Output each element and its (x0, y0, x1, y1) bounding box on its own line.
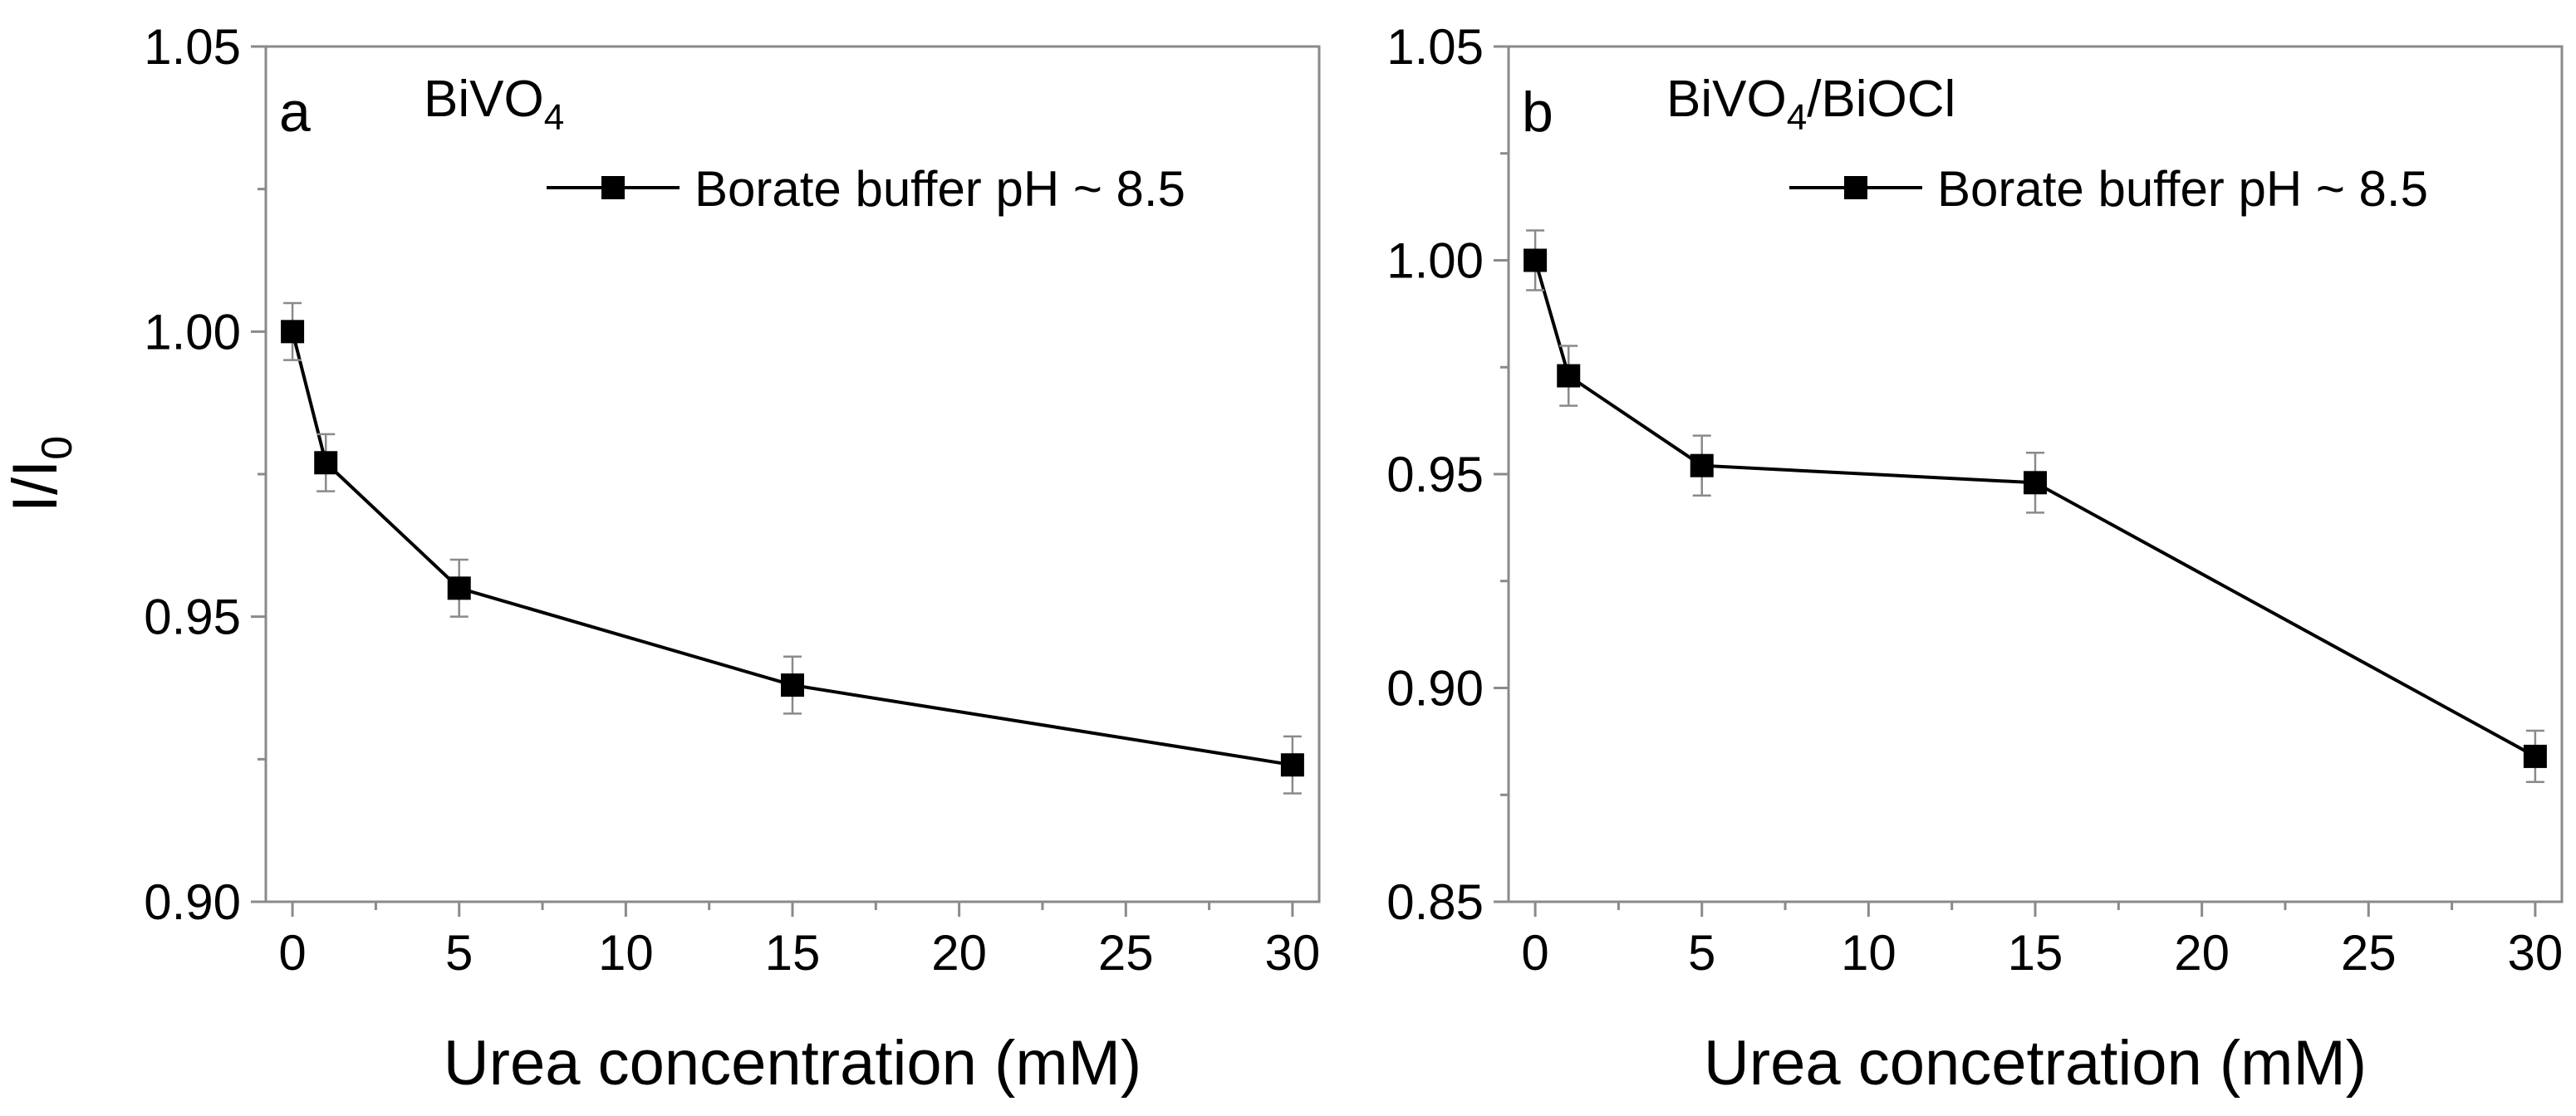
x-tick-label: 10 (598, 925, 654, 981)
data-point (2523, 744, 2547, 768)
x-axis-title: Urea concentration (mM) (444, 1028, 1142, 1099)
data-point (781, 673, 804, 698)
data-point (314, 451, 338, 475)
data-point (2024, 471, 2047, 495)
series-0 (1524, 229, 2547, 784)
y-tick-label: 1.00 (144, 304, 241, 360)
panel-title-subscript: 4 (1787, 97, 1807, 138)
y-tick-label: 0.90 (144, 874, 241, 930)
x-tick-label: 25 (1098, 925, 1154, 981)
legend-label: Borate buffer pH ~ 8.5 (1937, 161, 2428, 217)
x-tick-label: 5 (1688, 925, 1715, 981)
y-tick-label: 1.05 (144, 19, 241, 75)
y-axis-title-subscript: 0 (33, 436, 81, 460)
chart-panel-b: 0 5 10 15 20 25 30 0.85 0.90 0.95 1.00 1.05 Urea con… (1386, 19, 2564, 1099)
panel-title-suffix: /BiOCl (1807, 71, 1955, 128)
data-point (1690, 453, 1714, 477)
x-tick-label: 15 (765, 925, 821, 981)
x-tick-label: 25 (2341, 925, 2397, 981)
panel-title-main: BiVO (1666, 71, 1787, 128)
panel-title: BiVO4/BiOCl (1666, 71, 1955, 138)
y-tick-label: 0.95 (144, 590, 241, 645)
panel-title-main: BiVO (424, 71, 544, 128)
x-tick-label: 5 (445, 925, 473, 981)
panel-title: BiVO4 (424, 71, 564, 138)
data-point (447, 576, 471, 600)
panel-title-subscript: 4 (544, 97, 564, 138)
y-tick-label: 0.90 (1386, 661, 1484, 717)
x-tick-label: 10 (1841, 925, 1896, 981)
legend-marker (1844, 176, 1867, 199)
legend: Borate buffer pH ~ 8.5 (1789, 161, 2428, 217)
x-tick-label: 30 (1265, 925, 1321, 981)
y-tick-label: 0.85 (1386, 874, 1484, 930)
y-axis-title: I/I0 (0, 436, 81, 512)
x-tick-label: 15 (2008, 925, 2063, 981)
data-point (1524, 248, 1548, 272)
panel-letter: b (1522, 81, 1553, 144)
y-tick-label: 1.05 (1386, 19, 1484, 75)
data-point (281, 320, 305, 344)
x-tick-label: 30 (2508, 925, 2564, 981)
panel-letter: a (279, 81, 311, 144)
series-0 (281, 301, 1304, 795)
y-tick-label: 1.00 (1386, 233, 1484, 289)
data-point (1280, 753, 1304, 777)
y-tick-label: 0.95 (1386, 447, 1484, 502)
x-tick-label: 20 (2174, 925, 2230, 981)
x-tick-label: 0 (278, 925, 306, 981)
x-axis-title: Urea concetration (mM) (1704, 1028, 2367, 1099)
y-axis-title-main: I/I (0, 460, 71, 512)
legend: Borate buffer pH ~ 8.5 (547, 161, 1185, 217)
legend-label: Borate buffer pH ~ 8.5 (694, 161, 1185, 217)
legend-marker (601, 176, 625, 199)
x-tick-label: 20 (931, 925, 987, 981)
data-point (1557, 364, 1581, 388)
chart-panel-a: 0 5 10 15 20 25 30 0.90 0.95 1.00 1.05 Urea concent… (0, 19, 1321, 1099)
x-tick-label: 0 (1521, 925, 1548, 981)
